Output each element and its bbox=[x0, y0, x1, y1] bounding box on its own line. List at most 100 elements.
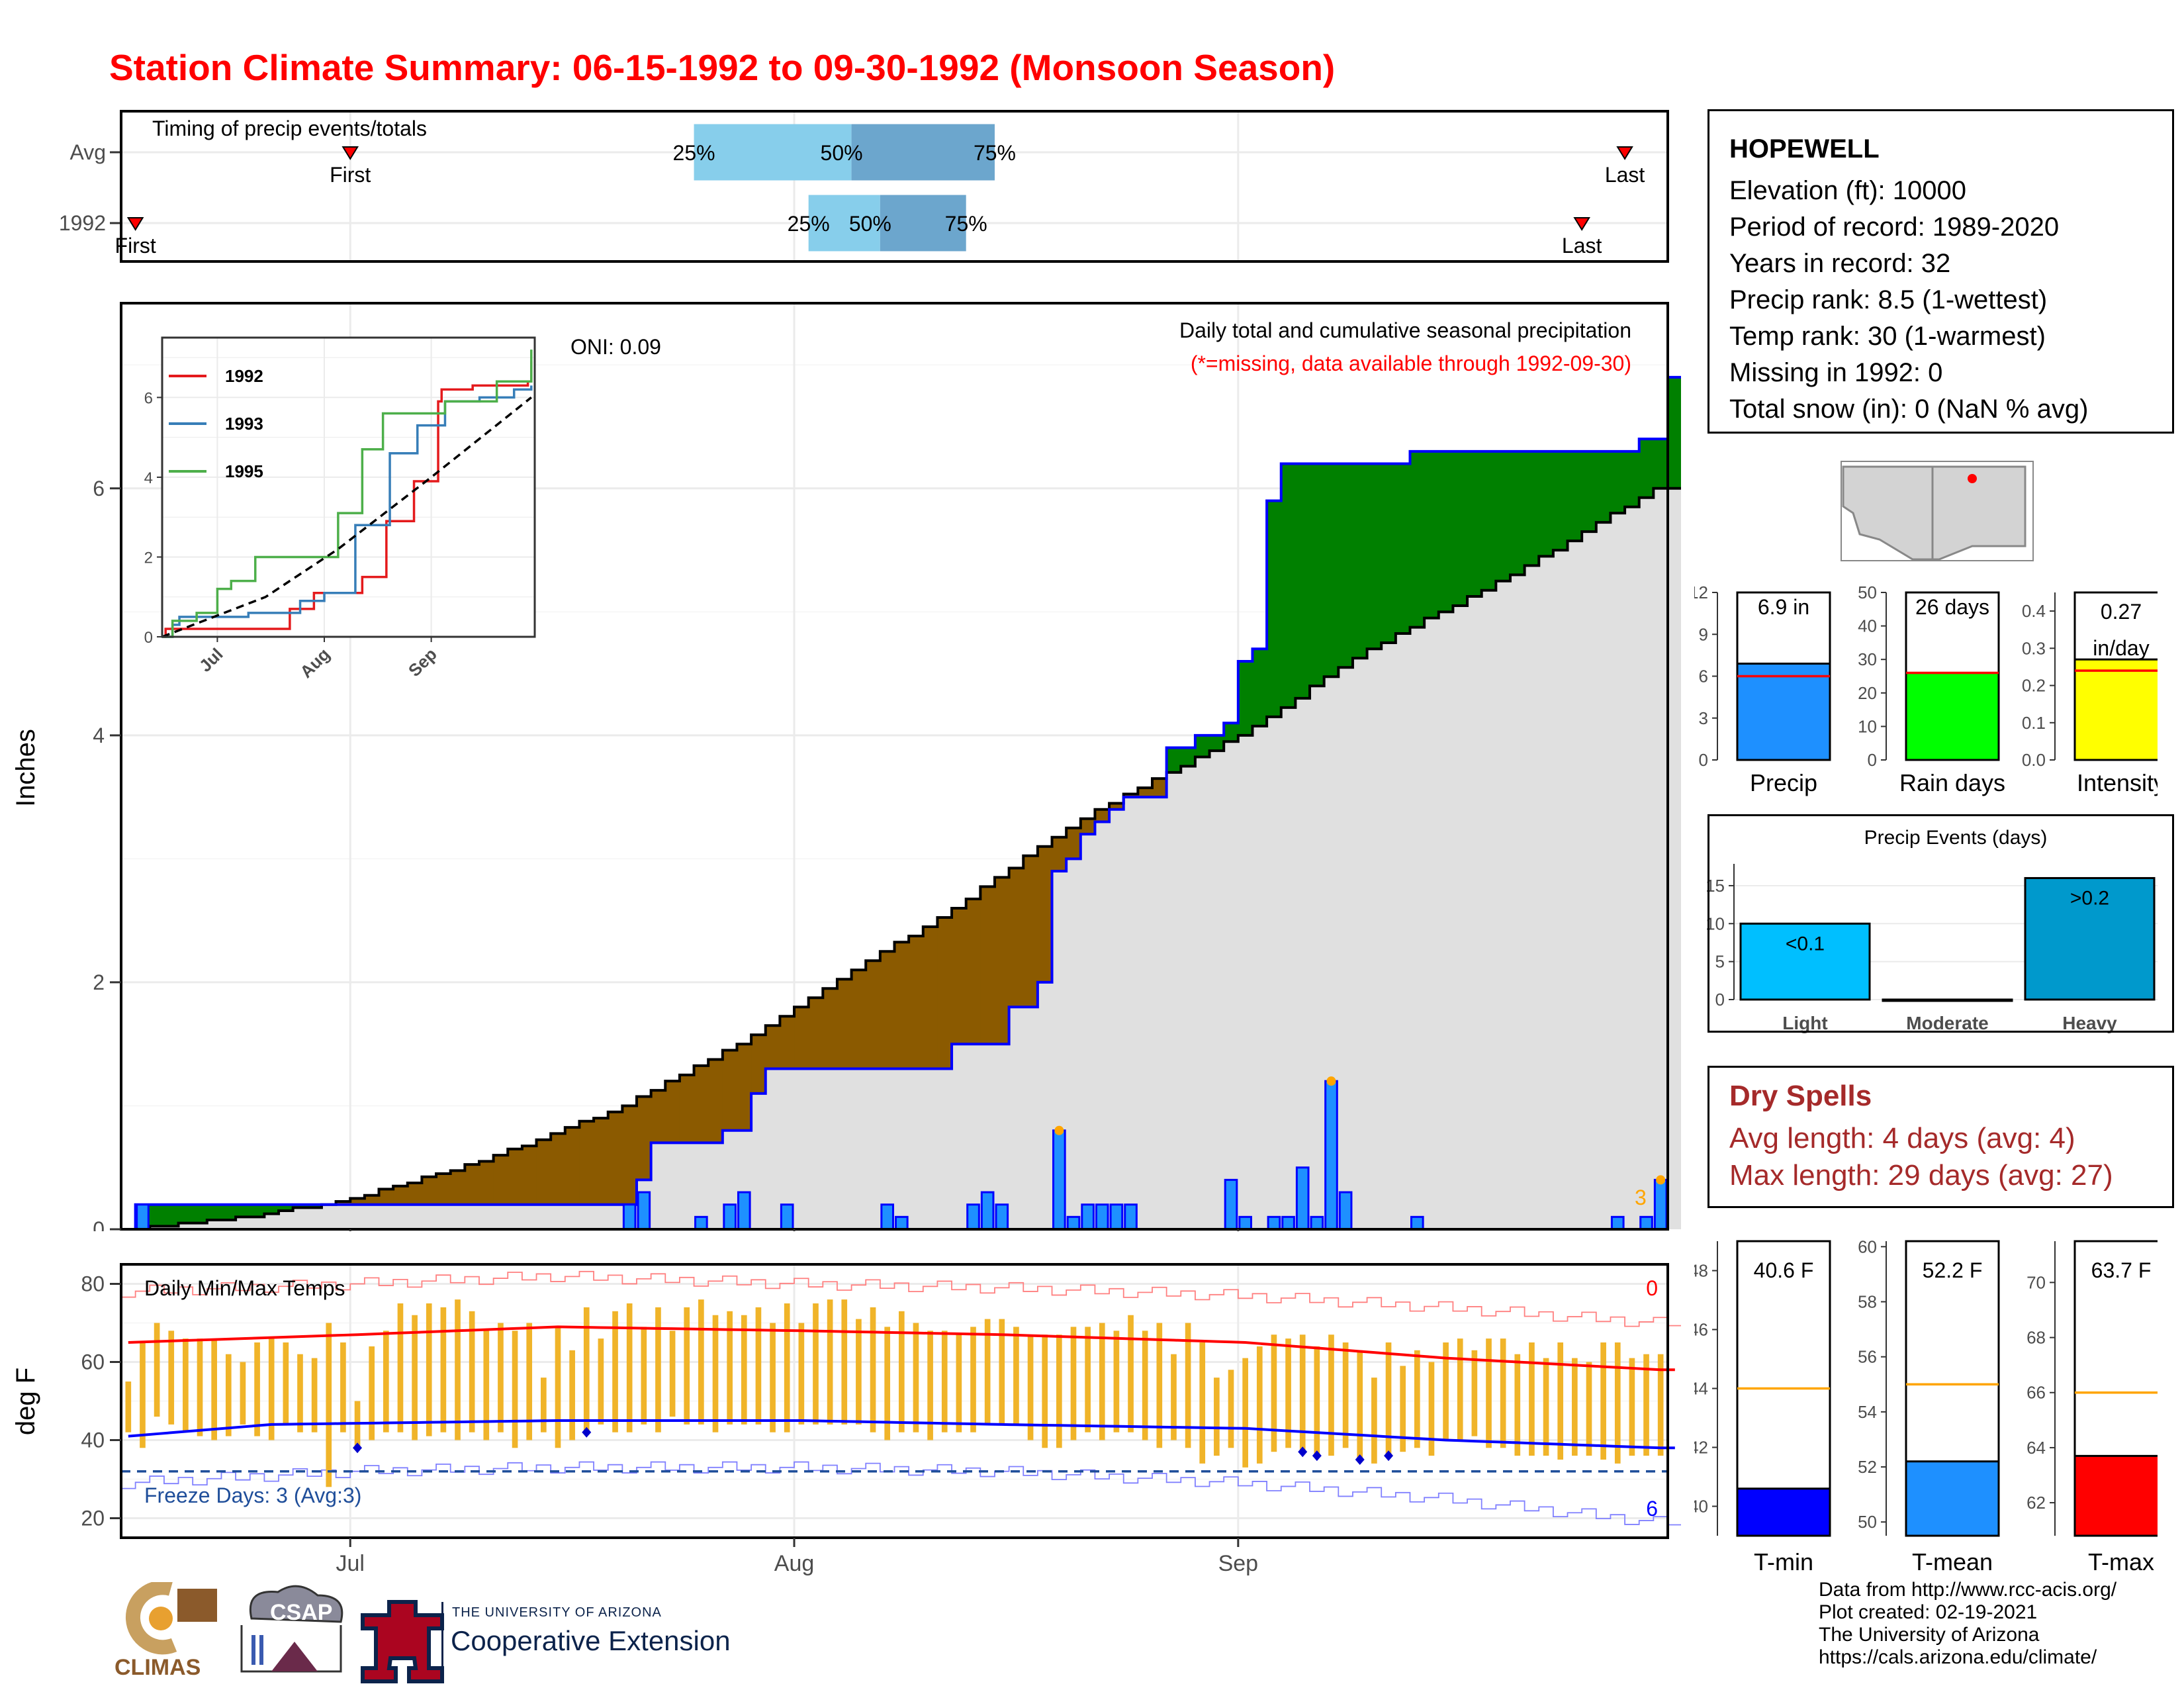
precip-excess-segment bbox=[1224, 723, 1239, 742]
temp-bar-y-tick-label: 40 bbox=[1694, 1497, 1708, 1517]
timing-first-marker bbox=[341, 146, 359, 160]
temp-daily-range-bar bbox=[1614, 1342, 1621, 1464]
precip-deficit-segment bbox=[493, 1155, 508, 1205]
precip-chart-subtitle: (*=missing, data available through 1992-… bbox=[1191, 352, 1631, 375]
temp-daily-range-bar bbox=[1514, 1354, 1521, 1456]
temp-daily-range-bar bbox=[1400, 1366, 1406, 1452]
temp-bar-y-tick-label: 54 bbox=[1858, 1402, 1877, 1422]
temp-count-top: 0 bbox=[1646, 1276, 1658, 1300]
csap-logo-text: CSAP bbox=[270, 1600, 332, 1625]
precip-y-tick-label: 0 bbox=[93, 1217, 105, 1231]
temp-bar-y-tick-label: 62 bbox=[2026, 1493, 2046, 1513]
precip-y-tick-label: 2 bbox=[93, 970, 105, 994]
precip-excess-segment bbox=[1453, 451, 1468, 606]
temp-daily-range-bar bbox=[254, 1342, 260, 1436]
temp-daily-range-bar bbox=[956, 1335, 962, 1432]
daily-precip-bar bbox=[1653, 1178, 1668, 1231]
temp-daily-range-bar bbox=[1643, 1354, 1649, 1456]
temp-daily-range-bar bbox=[512, 1331, 518, 1448]
temp-daily-range-bar bbox=[727, 1311, 733, 1425]
daily-precip-marker bbox=[1656, 1175, 1666, 1185]
precip-deficit-segment bbox=[379, 1189, 394, 1205]
temp-daily-range-bar bbox=[1171, 1354, 1177, 1440]
temp-daily-range-bar bbox=[1228, 1370, 1234, 1448]
timing-iqr-upper-bar bbox=[880, 195, 966, 252]
temp-bar-y-tick-label: 48 bbox=[1694, 1261, 1708, 1281]
temp-daily-range-bar bbox=[197, 1338, 203, 1436]
temp-daily-range-bar bbox=[712, 1315, 719, 1432]
timing-iqr-lower-bar bbox=[694, 124, 852, 181]
daily-precip-bar bbox=[1109, 1203, 1124, 1231]
temp-daily-range-bar bbox=[1199, 1342, 1206, 1464]
precip-deficit-segment bbox=[350, 1198, 365, 1205]
mini-bar-y-tick-label: 40 bbox=[1858, 616, 1877, 636]
precip-events-y-tick-label: 5 bbox=[1715, 952, 1725, 972]
precip-excess-segment bbox=[1395, 463, 1411, 633]
precip-excess-segment bbox=[1539, 451, 1554, 557]
daily-precip-bar bbox=[622, 1203, 637, 1231]
temp-bar-y-tick-label: 64 bbox=[2026, 1438, 2046, 1458]
daily-precip-bar bbox=[1081, 1203, 1095, 1231]
temp-bar-y-tick-label: 52 bbox=[1858, 1457, 1877, 1477]
daily-precip-bar bbox=[780, 1203, 794, 1231]
precip-deficit-segment bbox=[565, 1127, 580, 1205]
precip-excess-segment bbox=[1195, 735, 1210, 757]
precip-deficit-segment bbox=[1052, 837, 1067, 872]
precip-frame bbox=[120, 302, 1669, 1231]
precip-deficit-segment bbox=[665, 1081, 680, 1143]
precip-deficit-segment bbox=[694, 1065, 709, 1143]
precip-excess-segment bbox=[193, 1204, 208, 1223]
dry-spells-title: Dry Spells bbox=[1729, 1080, 1872, 1112]
temp-daily-range-bar bbox=[1428, 1362, 1435, 1456]
temp-daily-range-bar bbox=[1142, 1331, 1148, 1440]
temp-daily-range-bar bbox=[583, 1307, 590, 1432]
temp-x-tick-label: Aug bbox=[774, 1551, 815, 1576]
temp-daily-range-bar bbox=[1042, 1335, 1048, 1448]
state-outline bbox=[1842, 465, 2026, 561]
temp-y-axis-label: deg F bbox=[11, 1368, 40, 1435]
precip-events-bar bbox=[1739, 922, 1871, 1001]
precip-deficit-segment bbox=[1152, 778, 1167, 798]
temp-daily-range-bar bbox=[1586, 1362, 1592, 1456]
daily-precip-bar bbox=[1639, 1215, 1653, 1231]
precip-deficit-segment bbox=[651, 1090, 666, 1143]
temp-daily-range-bar bbox=[984, 1319, 991, 1425]
timing-p50-label: 50% bbox=[849, 212, 891, 236]
daily-precip-bar bbox=[895, 1215, 909, 1231]
precip-deficit-segment bbox=[393, 1186, 408, 1205]
precip-excess-segment bbox=[1410, 451, 1425, 628]
temp-daily-range-bar bbox=[154, 1323, 160, 1417]
daily-precip-bar bbox=[1267, 1215, 1281, 1231]
precip-deficit-segment bbox=[794, 1007, 809, 1069]
temp-daily-range-bar bbox=[898, 1311, 905, 1432]
temp-daily-range-bar bbox=[168, 1331, 175, 1425]
timing-row-label: 1992 bbox=[59, 211, 106, 235]
daily-precip-marker bbox=[1326, 1076, 1336, 1086]
precip-deficit-segment bbox=[994, 877, 1010, 1045]
ua-logo-top-text: THE UNIVERSITY OF ARIZONA bbox=[452, 1605, 662, 1620]
temp-daily-range-bar bbox=[555, 1327, 561, 1448]
precip-excess-segment bbox=[1252, 649, 1267, 726]
precip-excess-segment bbox=[1496, 451, 1511, 581]
precip-events-bar-label: >0.2 bbox=[2070, 887, 2109, 909]
daily-precip-bar bbox=[737, 1191, 751, 1231]
precip-deficit-segment bbox=[1009, 868, 1024, 1008]
freeze-day-marker bbox=[1384, 1450, 1394, 1462]
temp-x-tick-label: Sep bbox=[1218, 1551, 1259, 1576]
precip-excess-segment bbox=[1510, 451, 1525, 575]
mini-bar-y-tick-label: 30 bbox=[1858, 649, 1877, 669]
temp-daily-range-bar bbox=[698, 1299, 704, 1425]
temp-daily-range-bar bbox=[741, 1315, 747, 1425]
temp-daily-range-bar bbox=[1543, 1358, 1549, 1456]
precip-deficit-segment bbox=[478, 1161, 494, 1205]
precip-excess-segment bbox=[1367, 463, 1382, 649]
temp-x-tick-label: Jul bbox=[336, 1551, 364, 1576]
timing-last-label: Last bbox=[1605, 163, 1645, 187]
temp-y-tick-label: 60 bbox=[81, 1350, 105, 1374]
dry-spells-max: Max length: 29 days (avg: 27) bbox=[1729, 1159, 2113, 1192]
mini-bar-y-tick-label: 9 bbox=[1699, 624, 1708, 644]
inset-y-tick-label: 6 bbox=[144, 389, 153, 407]
mini-bar-value-label-2: in/day bbox=[2093, 636, 2149, 660]
temp-daily-range-bar bbox=[1385, 1342, 1392, 1456]
mini-bar-value-bar bbox=[1905, 671, 2000, 761]
